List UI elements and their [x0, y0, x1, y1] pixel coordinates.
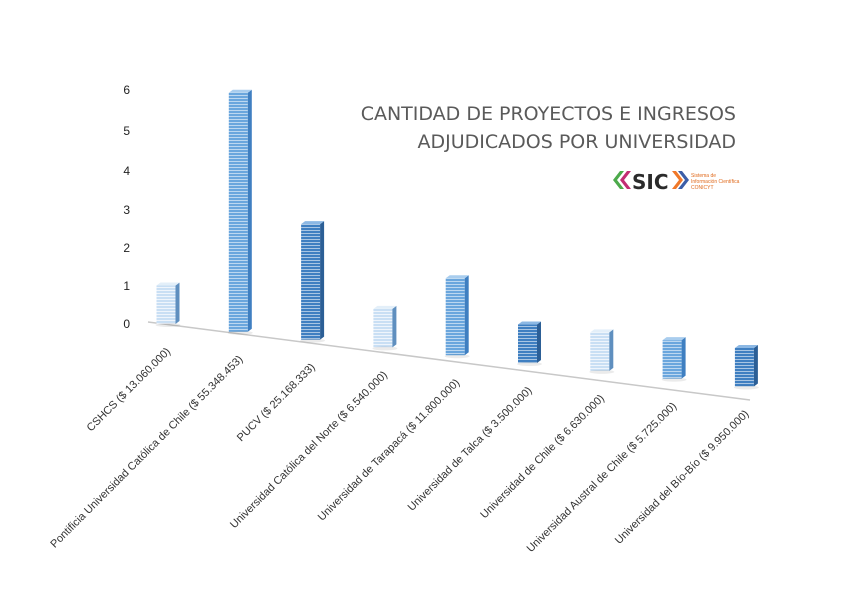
chart-title-line-2: ADJUDICADOS POR UNIVERSIDAD: [418, 131, 737, 153]
logo-chevron-left-icon: [613, 171, 624, 189]
bar-top: [518, 321, 541, 325]
bar-shadow: [227, 330, 253, 335]
x-tick-label: Universidad de Talca ($ 3.500.000): [406, 385, 535, 514]
bar-side: [320, 221, 325, 340]
bar-front: [228, 92, 248, 332]
bar: [372, 305, 398, 351]
bar: [227, 89, 253, 335]
bar-shadow: [444, 354, 470, 359]
bar-top: [445, 275, 469, 279]
logo-chevron-right-2-icon: [678, 171, 689, 189]
bar-top: [301, 221, 325, 225]
bar: [155, 282, 181, 327]
bar-shadow: [517, 362, 542, 367]
bar-side: [609, 329, 614, 371]
y-tick-label: 2: [123, 241, 130, 255]
y-tick-label: 6: [123, 83, 130, 97]
logo-chevron-right-icon: [672, 171, 683, 189]
sic-logo: SIC Sistema de Información Científica CO…: [613, 170, 740, 194]
bar-front: [662, 340, 682, 379]
bar: [444, 275, 470, 359]
bar-front: [734, 347, 754, 387]
logo-subtitle-1: Sistema de: [691, 173, 716, 179]
bar-side: [753, 344, 758, 387]
bar-side: [175, 282, 180, 324]
logo-chevron-left-2-icon: [620, 171, 631, 189]
y-tick-label: 5: [123, 124, 130, 138]
bar: [733, 344, 759, 390]
x-tick-label: CSHCS ($ 13.060.000): [85, 346, 173, 434]
bar-top: [228, 89, 252, 93]
x-tick-label: Universidad de Chile ($ 6.630.000): [478, 392, 607, 521]
bar-side: [392, 305, 397, 348]
x-tick-label: Universidad del Bío-Bío ($ 9.950.000): [613, 408, 752, 547]
bar-front: [373, 308, 393, 348]
bar-shadow: [661, 377, 687, 382]
bar-shadow: [155, 323, 181, 327]
bar-top: [373, 305, 397, 309]
chart-title-line-1: CANTIDAD DE PROYECTOS E INGRESOS: [361, 103, 736, 125]
bar: [300, 221, 326, 343]
y-axis: 0 1 2 3 4 5 6: [123, 83, 130, 331]
bar-shadow: [589, 369, 615, 374]
bar-shadow: [372, 346, 398, 351]
bar-front: [590, 332, 610, 371]
y-tick-label: 4: [123, 164, 130, 178]
x-axis-labels: CSHCS ($ 13.060.000)Pontificia Universid…: [48, 346, 751, 555]
logo-subtitle-3: CONICYT: [691, 185, 714, 191]
y-tick-label: 0: [123, 317, 130, 331]
bar-side: [537, 321, 541, 364]
bar-front: [518, 324, 537, 364]
x-tick-label: Universidad Austral de Chile ($ 5.725.00…: [525, 400, 680, 555]
bar-top: [662, 337, 686, 341]
bar-side: [247, 89, 252, 332]
bar-top: [590, 329, 614, 333]
logo-subtitle-2: Información Científica: [691, 179, 740, 185]
y-tick-label: 1: [123, 279, 130, 293]
y-tick-label: 3: [123, 203, 130, 217]
bar-top: [156, 282, 180, 286]
bar: [661, 337, 687, 382]
x-tick-label: Universidad Católica del Norte ($ 6.540.…: [228, 369, 390, 531]
bar-top: [734, 344, 758, 348]
bar-shadow: [300, 338, 326, 343]
bar: [517, 321, 542, 367]
logo-text: SIC: [632, 170, 669, 194]
bar: [589, 329, 615, 374]
bar-front: [156, 285, 176, 324]
bars: [155, 89, 759, 390]
bar-front: [301, 224, 321, 340]
bar-side: [464, 275, 469, 356]
x-tick-label: PUCV ($ 25.168.333): [235, 361, 318, 444]
x-tick-label: Universidad de Tarapacá ($ 11.800.000): [316, 377, 463, 524]
bar-shadow: [733, 385, 759, 390]
bar-side: [681, 337, 686, 379]
x-axis-floor: [147, 321, 751, 401]
x-tick-label: Pontificia Universidad Católica de Chile…: [48, 353, 245, 550]
bar-front: [445, 278, 465, 356]
